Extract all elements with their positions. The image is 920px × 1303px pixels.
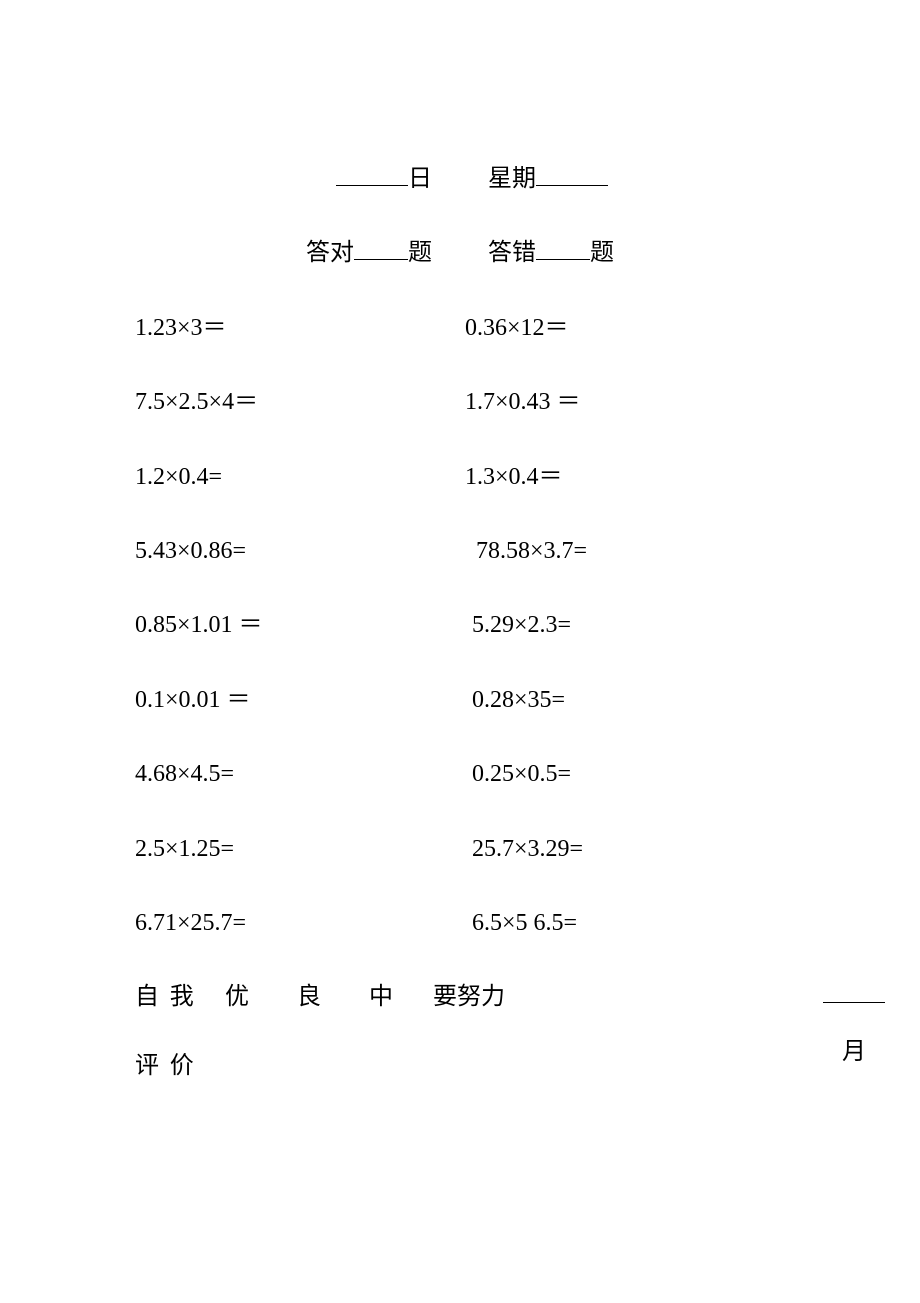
problem-row: 6.71×25.7= 6.5×5 6.5= [135,904,785,942]
self-eval-label-top: 自我 [135,978,225,1016]
problem-row: 0.1×0.01 ＝ 0.28×35= [135,681,785,719]
problem-right: 0.28×35= [458,681,785,719]
eval-option[interactable]: 优 [225,978,249,1016]
problem-row: 5.43×0.86= 78.58×3.7= [135,532,785,570]
weekday-blank[interactable] [536,161,608,186]
problem-row: 0.85×1.01 ＝ 5.29×2.3= [135,606,785,644]
problem-left: 4.68×4.5= [135,755,458,793]
month-suffix: 月 [842,1039,866,1065]
header-weekday-cell: 星期 [460,160,785,198]
problem-row: 1.23×3＝ 0.36×12＝ [135,309,785,347]
header-date-row: 日 星期 [135,160,785,198]
weekday-prefix: 星期 [488,166,536,192]
self-eval-line1: 自我 优 良 中 要努力 [135,978,785,1016]
problem-left: 0.1×0.01 ＝ [135,681,458,719]
problem-row: 1.2×0.4= 1.3×0.4＝ [135,458,785,496]
self-eval-block: 自我 优 良 中 要努力 评价 月 [135,978,785,1085]
problem-left: 5.43×0.86= [135,532,454,570]
worksheet-page: 日 星期 答对 题 答错 题 1.23×3＝ 0.36×12＝ 7.5×2.5×4＝… [0,0,920,1303]
problem-left: 1.23×3＝ [135,309,465,347]
problem-row: 7.5×2.5×4＝ 1.7×0.43 ＝ [135,383,785,421]
problem-left: 7.5×2.5×4＝ [135,383,465,421]
problem-right: 6.5×5 6.5= [458,904,785,942]
day-blank[interactable] [336,161,408,186]
eval-option[interactable]: 中 [369,978,393,1016]
month-blank[interactable] [823,978,885,1003]
wrong-prefix: 答错 [488,240,536,266]
problem-right: 5.29×2.3= [458,606,785,644]
self-eval-label-bottom: 评价 [135,1047,225,1085]
correct-prefix: 答对 [306,240,354,266]
problem-left: 1.2×0.4= [135,458,465,496]
problem-right: 1.7×0.43 ＝ [465,383,785,421]
header-day-cell: 日 [135,160,460,198]
wrong-blank[interactable] [536,235,590,260]
header-wrong-cell: 答错 题 [460,234,785,272]
problem-left: 2.5×1.25= [135,830,458,868]
wrong-suffix: 题 [590,240,614,266]
month-box: 月 [823,978,885,1072]
day-suffix: 日 [408,166,432,192]
problem-right: 25.7×3.29= [458,830,785,868]
correct-blank[interactable] [354,235,408,260]
self-eval-line2: 评价 [135,1047,785,1085]
problem-right: 78.58×3.7= [454,532,785,570]
problem-right: 0.36×12＝ [465,309,785,347]
problem-right: 0.25×0.5= [458,755,785,793]
header-correct-cell: 答对 题 [135,234,460,272]
eval-option[interactable]: 要努力 [433,978,505,1016]
correct-suffix: 题 [408,240,432,266]
self-eval-options: 优 良 中 要努力 [225,978,785,1016]
problems-block: 1.23×3＝ 0.36×12＝ 7.5×2.5×4＝ 1.7×0.43 ＝ 1… [135,309,785,943]
problem-left: 6.71×25.7= [135,904,458,942]
header-score-row: 答对 题 答错 题 [135,234,785,272]
problem-row: 4.68×4.5= 0.25×0.5= [135,755,785,793]
problem-left: 0.85×1.01 ＝ [135,606,458,644]
eval-option[interactable]: 良 [297,978,321,1016]
problem-right: 1.3×0.4＝ [465,458,785,496]
problem-row: 2.5×1.25= 25.7×3.29= [135,830,785,868]
